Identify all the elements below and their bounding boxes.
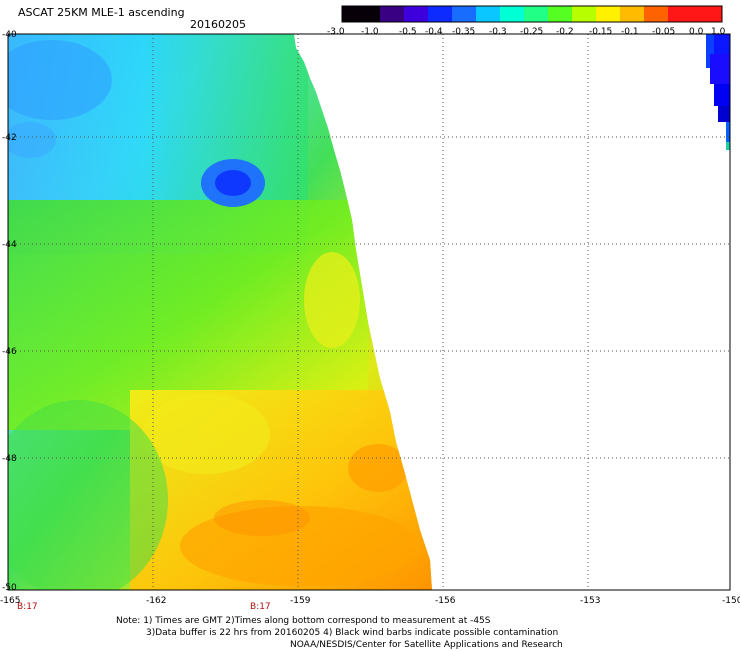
x-tick-label-0: -165 xyxy=(0,596,20,606)
colorbar-label-6: -0.25 xyxy=(520,27,543,37)
colorbar-label-8: -0.15 xyxy=(589,27,612,37)
y-tick-label-2: -44 xyxy=(2,240,17,250)
map-title: ASCAT 25KM MLE-1 ascending xyxy=(18,6,185,19)
note-line-2: 3)Data buffer is 22 hrs from 20160205 4)… xyxy=(146,628,559,638)
bottom-time-label-0: B:17 xyxy=(17,602,38,612)
y-tick-label-0: -40 xyxy=(2,30,17,40)
note-line-1: Note: 1) Times are GMT 2)Times along bot… xyxy=(116,616,491,626)
y-tick-label-1: -42 xyxy=(2,133,17,143)
y-tick-label-4: -48 xyxy=(2,454,17,464)
colorbar xyxy=(341,5,723,23)
colorbar-label-10: -0.05 xyxy=(652,27,675,37)
x-axis-labels: -165 -162 -159 -156 -153 -150 xyxy=(0,596,740,606)
colorbar-label-5: -0.3 xyxy=(489,27,507,37)
colorbar-label-12: 1.0 xyxy=(711,27,726,37)
bottom-time-labels: B:17 B:17 xyxy=(17,602,271,612)
y-tick-label-3: -46 xyxy=(2,347,17,357)
colorbar-labels: -3.0 -1.0 -0.5 -0.4 -0.35 -0.3 -0.25 -0.… xyxy=(327,27,726,37)
x-tick-label-2: -159 xyxy=(290,596,311,606)
plot-frame xyxy=(7,33,731,591)
secondary-swath xyxy=(706,34,730,150)
map-date: 20160205 xyxy=(190,18,246,31)
x-tick-label-3: -156 xyxy=(435,596,456,606)
x-tick-label-4: -153 xyxy=(580,596,600,606)
swath-fill xyxy=(8,34,432,590)
colorbar-label-7: -0.2 xyxy=(556,27,574,37)
x-tick-label-5: -150 xyxy=(722,596,740,606)
note-line-3: NOAA/NESDIS/Center for Satellite Applica… xyxy=(290,640,563,650)
grid-lines xyxy=(8,34,730,590)
colorbar-label-9: -0.1 xyxy=(621,27,639,37)
x-tick-label-1: -162 xyxy=(146,596,166,606)
colorbar-label-11: 0.0 xyxy=(689,27,704,37)
y-axis-labels: -40 -42 -44 -46 -48 -50 xyxy=(2,30,17,593)
colorbar-label-2: -0.5 xyxy=(399,27,417,37)
bottom-time-label-1: B:17 xyxy=(250,602,271,612)
colorbar-label-1: -1.0 xyxy=(361,27,379,37)
colorbar-label-4: -0.35 xyxy=(452,27,475,37)
y-tick-label-5: -50 xyxy=(2,583,17,593)
colorbar-label-3: -0.4 xyxy=(425,27,443,37)
colorbar-label-0: -3.0 xyxy=(327,27,345,37)
